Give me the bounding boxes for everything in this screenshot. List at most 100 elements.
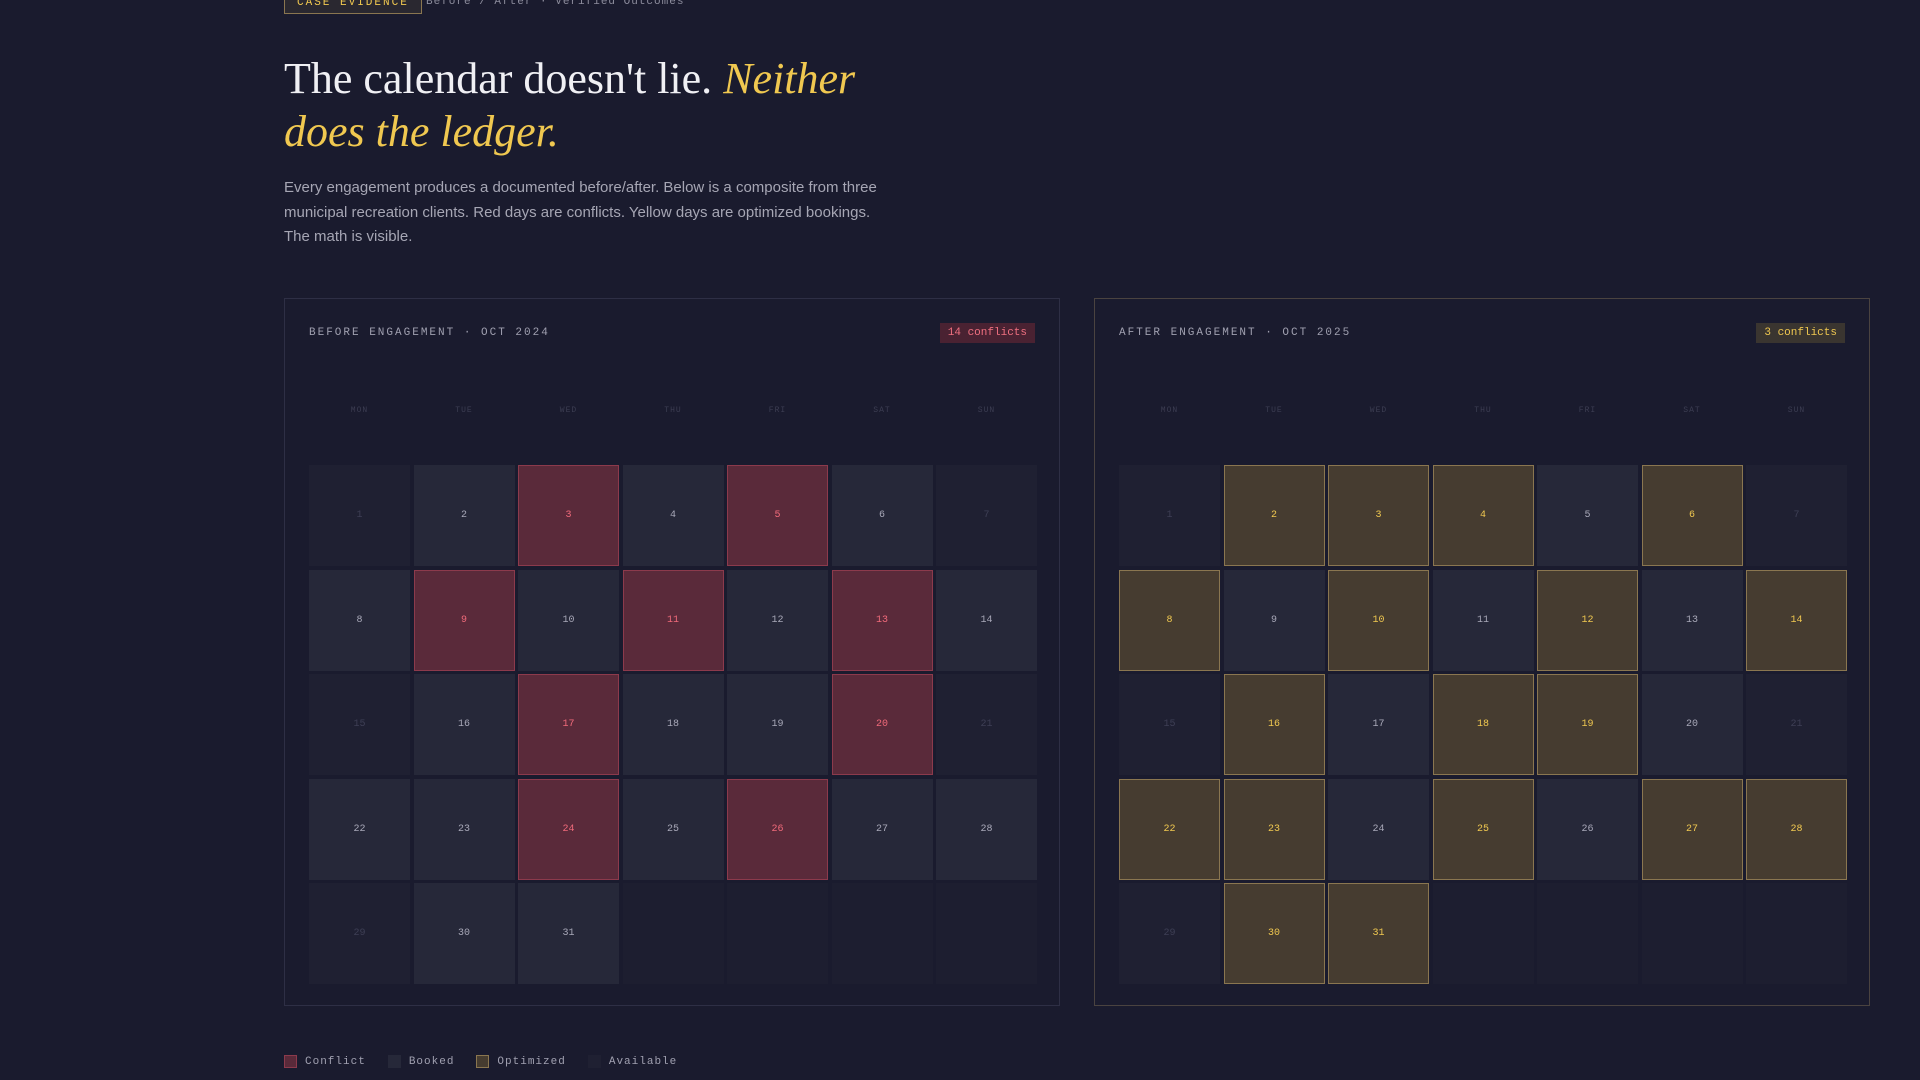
day-number: 8 bbox=[1166, 614, 1173, 626]
description: Every engagement produces a documented b… bbox=[284, 179, 877, 245]
day-cell: 12 bbox=[1537, 569, 1638, 671]
day-number: 3 bbox=[565, 510, 572, 521]
legend-item: Available bbox=[587, 1055, 678, 1068]
legend-swatch bbox=[284, 1055, 297, 1068]
day-cell: 3 bbox=[518, 465, 619, 566]
day-cell: 29 bbox=[1119, 883, 1220, 984]
day-cell: 15 bbox=[1119, 674, 1220, 775]
day-cell: 8 bbox=[309, 569, 410, 671]
day-cell: 2 bbox=[1223, 465, 1325, 566]
day-cell: 26 bbox=[1537, 778, 1638, 880]
calendar-panel: AFTER ENGAGEMENT · OCT 2025 3 conflicts MO… bbox=[1094, 298, 1870, 1006]
weekday-label: MON bbox=[1160, 406, 1179, 415]
day-number: 23 bbox=[1267, 823, 1280, 835]
day-number: 4 bbox=[1479, 510, 1486, 521]
weekday-label: FRI bbox=[1578, 406, 1597, 415]
day-cell: 14 bbox=[1746, 569, 1847, 671]
day-cell: 24 bbox=[518, 778, 619, 880]
day-number: 27 bbox=[875, 823, 888, 835]
day-number: 16 bbox=[457, 719, 470, 730]
day-cell: 18 bbox=[1432, 674, 1534, 775]
weekday-label: TUE bbox=[455, 406, 473, 415]
day-cell: 13 bbox=[1641, 569, 1743, 671]
day-number: 27 bbox=[1685, 823, 1698, 835]
day-cell: 10 bbox=[518, 569, 619, 671]
day-cell: 2 bbox=[413, 465, 515, 566]
legend-swatch bbox=[387, 1055, 401, 1068]
day-cell: 28 bbox=[936, 778, 1037, 880]
day-cell: 20 bbox=[1641, 674, 1743, 775]
weekday-label: WED bbox=[1369, 406, 1388, 415]
day-number: 20 bbox=[875, 719, 888, 730]
day-number: 19 bbox=[771, 719, 784, 730]
weekday-label: SAT bbox=[1683, 406, 1701, 415]
day-cell: 6 bbox=[1641, 465, 1743, 566]
day-cell: 9 bbox=[413, 569, 515, 671]
day-number: 25 bbox=[666, 823, 679, 835]
headline: The calendar doesn't lie. Neither does t… bbox=[284, 52, 924, 158]
day-number: 30 bbox=[457, 928, 470, 939]
day-number: 13 bbox=[875, 614, 888, 626]
day-cell: 19 bbox=[727, 674, 828, 775]
day-number: 1 bbox=[356, 510, 363, 521]
day-number: 21 bbox=[1790, 719, 1803, 730]
breadcrumb: Before / After · Verified Outcomes bbox=[426, 0, 685, 8]
legend-item: Booked bbox=[387, 1055, 455, 1068]
day-number: 28 bbox=[980, 823, 993, 835]
day-number: 6 bbox=[1688, 510, 1695, 521]
calendar-title: AFTER ENGAGEMENT · OCT 2025 bbox=[1119, 327, 1352, 339]
day-number: 5 bbox=[774, 510, 781, 521]
day-cell: 16 bbox=[413, 674, 515, 775]
calendar-panel: BEFORE ENGAGEMENT · OCT 2024 14 conflicts… bbox=[284, 298, 1060, 1006]
empty-cell bbox=[1537, 883, 1638, 984]
day-number: 3 bbox=[1375, 510, 1382, 521]
day-cell: 31 bbox=[1328, 883, 1429, 984]
legend-label: Available bbox=[608, 1055, 678, 1068]
day-number: 1 bbox=[1166, 510, 1173, 521]
weekday-label: THU bbox=[664, 406, 682, 415]
day-cell: 17 bbox=[518, 674, 619, 775]
day-number: 29 bbox=[353, 928, 366, 939]
day-cell: 28 bbox=[1746, 778, 1847, 880]
day-cell: 21 bbox=[936, 674, 1037, 775]
day-number: 22 bbox=[1163, 823, 1176, 835]
day-cell: 10 bbox=[1328, 569, 1429, 671]
day-number: 4 bbox=[669, 510, 676, 521]
day-number: 15 bbox=[1163, 719, 1176, 730]
weekday-label: MON bbox=[350, 406, 369, 415]
day-cell: 4 bbox=[622, 465, 724, 566]
day-number: 18 bbox=[1476, 719, 1489, 730]
day-number: 15 bbox=[353, 719, 366, 730]
legend-label: Booked bbox=[408, 1055, 455, 1068]
legend-label: Optimized bbox=[497, 1055, 566, 1068]
day-cell: 1 bbox=[1119, 465, 1220, 566]
section-badge: CASE EVIDENCE bbox=[284, 0, 422, 14]
day-cell: 11 bbox=[622, 569, 724, 671]
empty-cell bbox=[1641, 883, 1743, 984]
day-cell: 13 bbox=[831, 569, 933, 671]
day-cell: 31 bbox=[518, 883, 619, 984]
day-number: 26 bbox=[1581, 823, 1594, 835]
day-cell: 7 bbox=[1746, 465, 1847, 566]
legend-label: Conflict bbox=[305, 1055, 366, 1068]
day-cell: 6 bbox=[831, 465, 933, 566]
day-number: 17 bbox=[1372, 719, 1385, 730]
day-cell: 7 bbox=[936, 465, 1037, 566]
weekday-label: WED bbox=[559, 406, 578, 415]
day-number: 7 bbox=[1793, 510, 1800, 521]
empty-cell bbox=[1746, 883, 1847, 984]
day-number: 26 bbox=[771, 823, 784, 835]
empty-cell bbox=[936, 883, 1037, 984]
day-number: 24 bbox=[562, 823, 575, 835]
day-number: 24 bbox=[1372, 823, 1385, 835]
weekday-label: THU bbox=[1474, 406, 1492, 415]
day-cell: 5 bbox=[727, 465, 828, 566]
day-cell: 22 bbox=[1119, 778, 1220, 880]
headline-accent: Neither does the ledger. bbox=[284, 54, 856, 156]
weekday-label: SUN bbox=[1787, 406, 1806, 415]
day-number: 2 bbox=[1270, 510, 1277, 521]
day-cell: 15 bbox=[309, 674, 410, 775]
day-number: 8 bbox=[356, 614, 363, 626]
day-number: 19 bbox=[1581, 719, 1594, 730]
